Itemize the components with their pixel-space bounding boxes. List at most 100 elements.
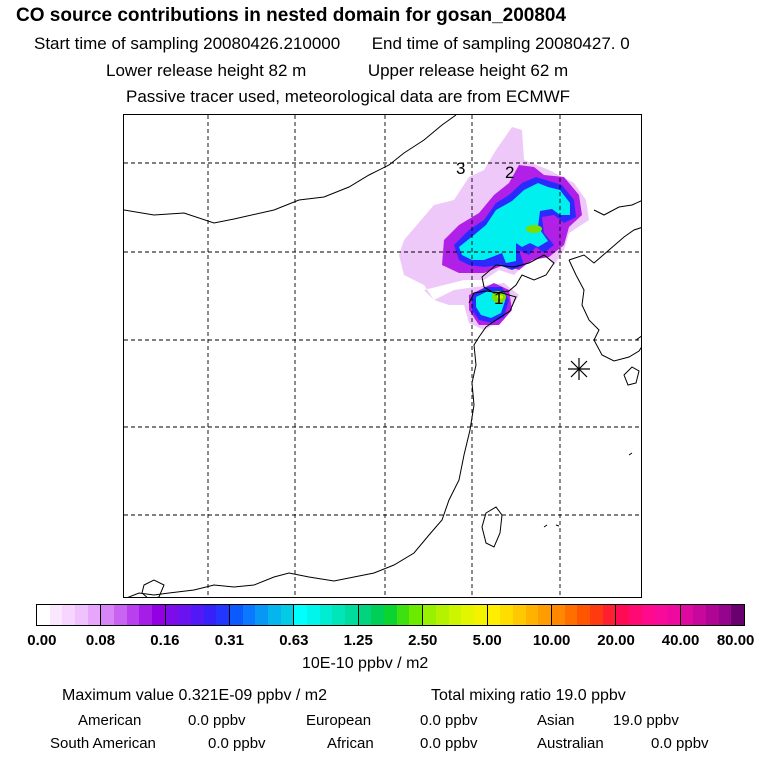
colorbar-tick-label: 0.16 bbox=[150, 632, 180, 649]
region-asian-name: Asian bbox=[537, 712, 575, 729]
colorbar-swatch bbox=[139, 605, 153, 625]
colorbar-swatch bbox=[705, 605, 719, 625]
upper-release-label: Upper release height 62 m bbox=[367, 61, 569, 80]
colorbar-swatch bbox=[242, 605, 256, 625]
colorbar-tick-label: 0.00 bbox=[27, 632, 57, 649]
region-asian-value: 19.0 ppbv bbox=[613, 712, 679, 729]
colorbar-tick-label: 10.00 bbox=[532, 632, 571, 649]
colorbar-segment bbox=[551, 605, 617, 625]
colorbar-segment bbox=[616, 605, 681, 625]
korea-border bbox=[568, 227, 641, 264]
colorbar-swatch bbox=[75, 605, 88, 625]
colorbar-swatch bbox=[577, 605, 590, 625]
small-islands bbox=[543, 452, 633, 528]
colorbar-tick-label: 80.00 bbox=[716, 632, 755, 649]
colorbar-tick-label: 0.31 bbox=[214, 632, 244, 649]
colorbar-segment bbox=[101, 605, 166, 625]
northern-border bbox=[124, 115, 457, 224]
colorbar-swatch bbox=[718, 605, 732, 625]
region-american-name: American bbox=[78, 712, 142, 729]
colorbar-swatch bbox=[461, 605, 474, 625]
total-mixing-text: Total mixing ratio 19.0 ppbv bbox=[431, 687, 626, 704]
manchuria-border bbox=[593, 200, 641, 216]
plume-core-north bbox=[526, 225, 542, 233]
colorbar-segment bbox=[487, 605, 552, 625]
colorbar bbox=[36, 604, 745, 626]
colorbar-swatch bbox=[101, 605, 115, 625]
shandong-coast bbox=[127, 290, 517, 597]
colorbar-swatch bbox=[680, 605, 694, 625]
colorbar-swatch bbox=[654, 605, 667, 625]
colorbar-swatch bbox=[319, 605, 333, 625]
receptor-asterisk-icon bbox=[568, 358, 590, 380]
colorbar-swatch bbox=[384, 605, 397, 625]
colorbar-swatch bbox=[435, 605, 449, 625]
end-time-label: End time of sampling 20080427. 0 bbox=[371, 34, 630, 53]
colorbar-swatch bbox=[37, 605, 50, 625]
japan-honshu bbox=[635, 335, 641, 341]
colorbar-swatch bbox=[487, 605, 501, 625]
region-american-value: 0.0 ppbv bbox=[188, 712, 246, 729]
region-african-name: African bbox=[327, 735, 374, 752]
source-label-2: 2 bbox=[505, 163, 514, 182]
map-canvas: 1 2 3 bbox=[124, 115, 641, 597]
colorbar-swatch bbox=[731, 605, 744, 625]
colorbar-swatch bbox=[114, 605, 127, 625]
release-heights-line: Lower release height 82 m Upper release … bbox=[106, 61, 568, 81]
colorbar-swatch bbox=[409, 605, 423, 625]
colorbar-swatch bbox=[693, 605, 706, 625]
colorbar-units: 10E-10 ppbv / m2 bbox=[302, 655, 429, 672]
colorbar-swatch bbox=[203, 605, 217, 625]
graticule bbox=[124, 115, 641, 597]
colorbar-swatch bbox=[616, 605, 629, 625]
colorbar-swatch bbox=[448, 605, 462, 625]
region-european-value: 0.0 ppbv bbox=[420, 712, 478, 729]
colorbar-swatch bbox=[280, 605, 294, 625]
colorbar-swatch bbox=[87, 605, 101, 625]
tracer-note: Passive tracer used, meteorological data… bbox=[126, 87, 571, 106]
plume-layer bbox=[399, 127, 589, 330]
colorbar-swatch bbox=[62, 605, 76, 625]
colorbar-swatch bbox=[602, 605, 616, 625]
source-label-3: 3 bbox=[456, 159, 465, 178]
plume-core-south-inner bbox=[497, 295, 503, 299]
colorbar-swatch bbox=[294, 605, 308, 625]
colorbar-swatch bbox=[268, 605, 281, 625]
colorbar-tick-label: 0.63 bbox=[279, 632, 309, 649]
colorbar-swatch bbox=[307, 605, 320, 625]
colorbar-swatch bbox=[564, 605, 578, 625]
plume-cyan-zone bbox=[459, 183, 570, 318]
plot-title: CO source contributions in nested domain… bbox=[16, 5, 567, 26]
japan-kyushu bbox=[623, 366, 640, 386]
start-time-label: Start time of sampling 20080426.210000 bbox=[34, 34, 341, 53]
colorbar-swatch bbox=[371, 605, 385, 625]
region-south-american-value: 0.0 ppbv bbox=[208, 735, 266, 752]
colorbar-swatch bbox=[178, 605, 192, 625]
colorbar-segment bbox=[37, 605, 102, 625]
region-australian-name: Australian bbox=[537, 735, 604, 752]
colorbar-swatch bbox=[165, 605, 179, 625]
region-european-name: European bbox=[306, 712, 372, 729]
colorbar-swatch bbox=[230, 605, 243, 625]
coastline-layer bbox=[124, 115, 641, 597]
colorbar-swatch bbox=[525, 605, 539, 625]
colorbar-tick-label: 20.00 bbox=[597, 632, 635, 649]
taiwan bbox=[481, 506, 503, 548]
colorbar-swatch bbox=[666, 605, 680, 625]
colorbar-tick-label: 2.50 bbox=[408, 632, 438, 649]
colorbar-tick-label: 40.00 bbox=[661, 632, 700, 649]
colorbar-swatch bbox=[589, 605, 603, 625]
source-label-1: 1 bbox=[494, 289, 503, 308]
region-african-value: 0.0 ppbv bbox=[420, 735, 478, 752]
colorbar-segment bbox=[294, 605, 359, 625]
colorbar-swatch bbox=[255, 605, 269, 625]
colorbar-segment bbox=[423, 605, 488, 625]
colorbar-tick-label: 5.00 bbox=[472, 632, 502, 649]
region-australian-value: 0.0 ppbv bbox=[651, 735, 709, 752]
region-south-american-name: South American bbox=[50, 735, 156, 752]
colorbar-swatch bbox=[216, 605, 230, 625]
colorbar-swatch bbox=[641, 605, 655, 625]
colorbar-swatch bbox=[49, 605, 63, 625]
hainan bbox=[141, 579, 165, 597]
colorbar-tick-label: 1.25 bbox=[343, 632, 373, 649]
